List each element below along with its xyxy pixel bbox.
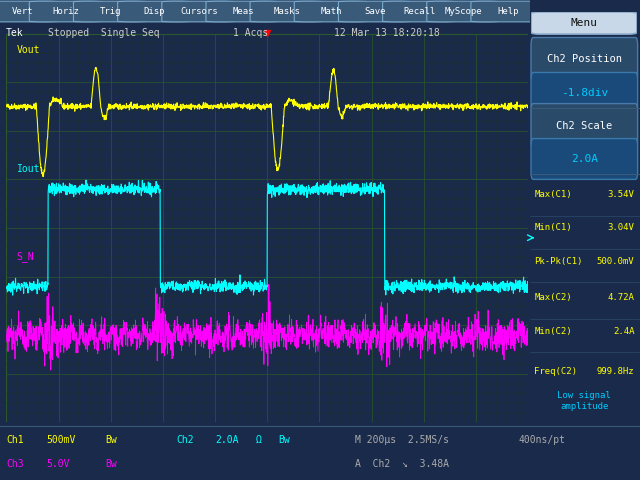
Text: Pk-Pk(C1): Pk-Pk(C1): [534, 256, 582, 265]
FancyBboxPatch shape: [339, 1, 412, 22]
Text: Cursors: Cursors: [180, 7, 218, 15]
Text: Freq(C2): Freq(C2): [534, 367, 577, 376]
Text: Low signal
amplitude: Low signal amplitude: [557, 391, 611, 411]
Text: Menu: Menu: [570, 18, 598, 27]
Text: Math: Math: [321, 7, 342, 15]
FancyBboxPatch shape: [0, 1, 58, 22]
Text: A  Ch2  ↘  3.48A: A Ch2 ↘ 3.48A: [355, 459, 449, 469]
Text: 3.04V: 3.04V: [607, 224, 634, 232]
Text: 5.0V: 5.0V: [46, 459, 70, 469]
Text: Stopped  Single Seq: Stopped Single Seq: [48, 28, 159, 38]
Text: Recall: Recall: [403, 7, 436, 15]
Text: Ch3: Ch3: [6, 459, 24, 469]
FancyBboxPatch shape: [531, 139, 637, 180]
Text: Bw: Bw: [278, 435, 290, 444]
FancyBboxPatch shape: [383, 1, 456, 22]
Text: 400ns/pt: 400ns/pt: [518, 435, 565, 444]
Text: 500.0mV: 500.0mV: [596, 256, 634, 265]
FancyBboxPatch shape: [250, 1, 323, 22]
Text: Ch1: Ch1: [6, 435, 24, 444]
FancyBboxPatch shape: [531, 37, 637, 82]
Text: 12 Mar 13 18:20:18: 12 Mar 13 18:20:18: [334, 28, 440, 38]
Text: -1.8div: -1.8div: [561, 88, 608, 98]
Text: Ch2: Ch2: [176, 435, 194, 444]
Text: Vout: Vout: [17, 45, 40, 55]
Text: 500mV: 500mV: [46, 435, 76, 444]
FancyBboxPatch shape: [74, 1, 147, 22]
Text: Bw: Bw: [106, 435, 117, 444]
FancyBboxPatch shape: [294, 1, 367, 22]
Text: MyScope: MyScope: [445, 7, 483, 15]
Text: Max(C2): Max(C2): [534, 293, 572, 302]
Text: S_N: S_N: [17, 252, 35, 263]
FancyBboxPatch shape: [531, 72, 637, 113]
Text: Ω: Ω: [256, 435, 262, 444]
Text: Vert: Vert: [12, 7, 33, 15]
Text: Ch2 Scale: Ch2 Scale: [556, 121, 612, 131]
Text: Ch2 Position: Ch2 Position: [547, 54, 622, 64]
FancyBboxPatch shape: [427, 1, 500, 22]
Text: M 200µs  2.5MS/s: M 200µs 2.5MS/s: [355, 435, 449, 444]
FancyBboxPatch shape: [162, 1, 235, 22]
Text: Min(C2): Min(C2): [534, 326, 572, 336]
FancyBboxPatch shape: [29, 1, 102, 22]
Text: 2.0A: 2.0A: [216, 435, 239, 444]
Text: Disp: Disp: [144, 7, 165, 15]
Text: Masks: Masks: [274, 7, 300, 15]
FancyBboxPatch shape: [471, 1, 544, 22]
FancyBboxPatch shape: [531, 12, 637, 34]
FancyBboxPatch shape: [206, 1, 279, 22]
Text: Meas: Meas: [232, 7, 253, 15]
Text: Save: Save: [365, 7, 386, 15]
Text: 2.4A: 2.4A: [613, 326, 634, 336]
Text: Iout: Iout: [17, 164, 40, 174]
Text: Help: Help: [497, 7, 518, 15]
FancyBboxPatch shape: [118, 1, 191, 22]
Text: Min(C1): Min(C1): [534, 224, 572, 232]
Text: Tek: Tek: [5, 28, 23, 38]
FancyBboxPatch shape: [531, 104, 637, 148]
Text: Max(C1): Max(C1): [534, 191, 572, 200]
Text: 999.8Hz: 999.8Hz: [596, 367, 634, 376]
Text: 2.0A: 2.0A: [571, 154, 598, 164]
Text: Horiz: Horiz: [53, 7, 79, 15]
Text: Bw: Bw: [106, 459, 117, 469]
Text: 1 Acqs: 1 Acqs: [233, 28, 268, 38]
Text: 4.72A: 4.72A: [607, 293, 634, 302]
Text: 3.54V: 3.54V: [607, 191, 634, 200]
Text: Trig: Trig: [100, 7, 121, 15]
